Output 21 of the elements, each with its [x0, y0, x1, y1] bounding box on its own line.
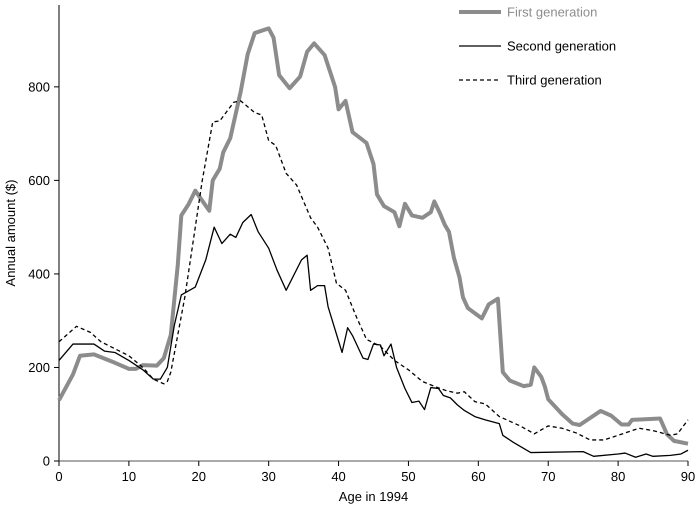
x-tick-label: 90: [680, 469, 696, 484]
y-tick-label: 800: [28, 79, 50, 94]
x-tick-label: 10: [122, 469, 136, 484]
x-tick-label: 50: [401, 469, 416, 484]
y-tick-label: 0: [42, 454, 50, 469]
x-tick-label: 30: [261, 469, 276, 484]
x-tick-label: 20: [192, 469, 206, 484]
legend-label: First generation: [507, 4, 598, 20]
y-axis-title: Annual amount ($): [3, 180, 18, 286]
x-tick-label: 80: [610, 469, 626, 484]
y-tick-label: 600: [28, 172, 50, 188]
x-tick-label: 60: [471, 469, 486, 484]
line-series: [57, 26, 690, 446]
x-tick-label: 0: [55, 469, 63, 484]
y-tick-label: 400: [28, 266, 50, 282]
x-axis-title: Age in 1994: [338, 489, 408, 504]
x-tick-label: 70: [540, 469, 556, 484]
legend-label: Third generation: [507, 72, 602, 88]
x-tick-label: 40: [331, 469, 346, 484]
legend-label: Second generation: [507, 38, 616, 54]
y-tick-label: 200: [28, 360, 50, 376]
